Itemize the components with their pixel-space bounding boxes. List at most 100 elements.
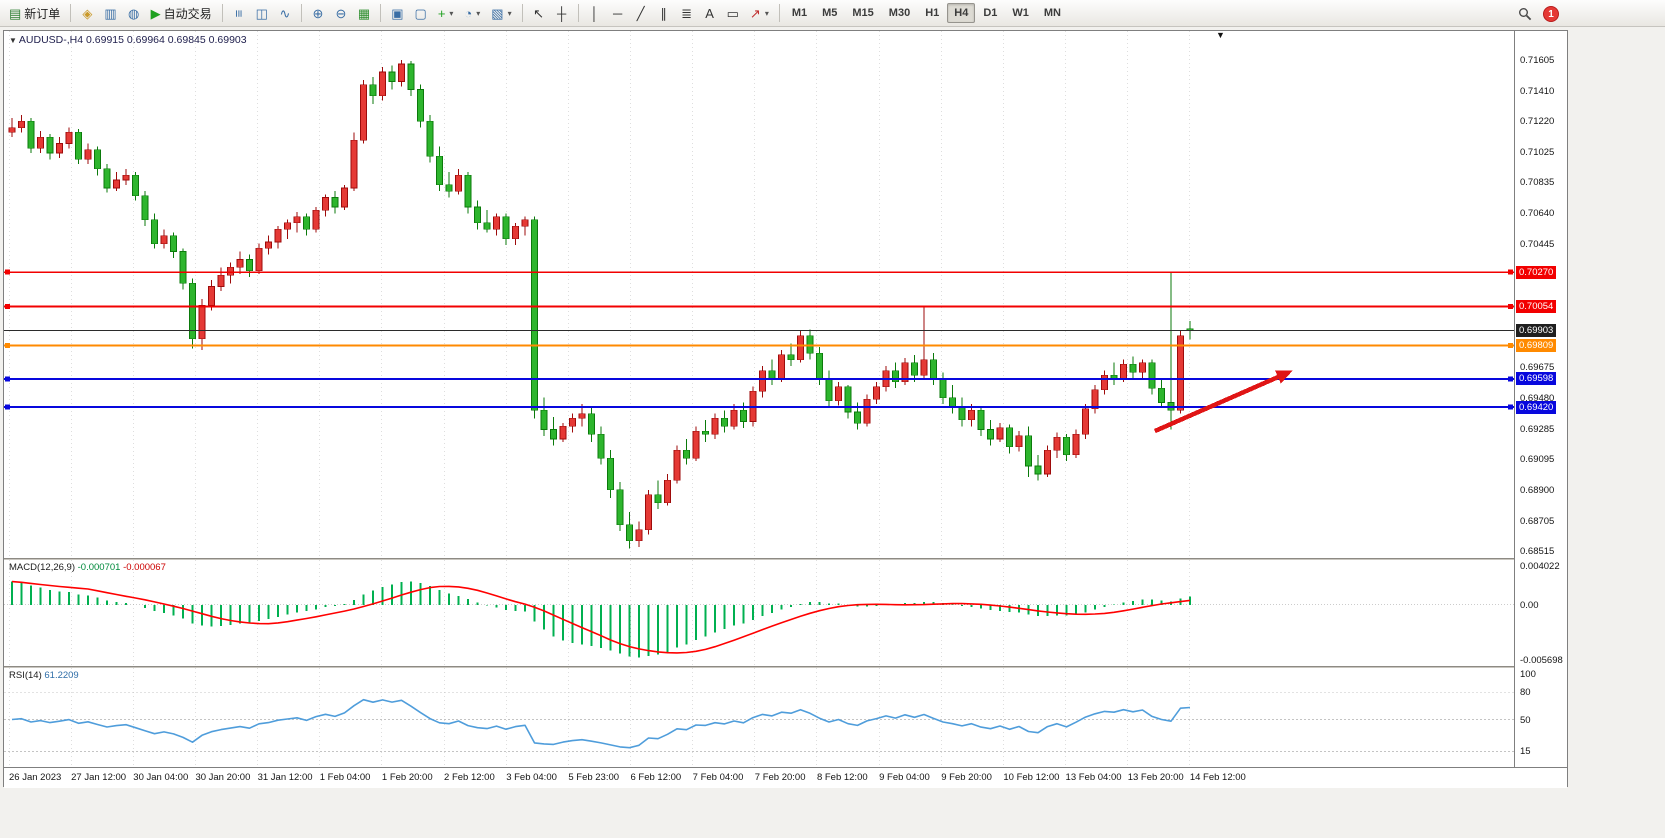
rsi-axis-label: 100: [1520, 669, 1536, 680]
rsi-indicator-label: RSI(14) 61.2209: [9, 670, 79, 681]
search-button[interactable]: [1513, 3, 1537, 25]
pivot-line[interactable]: [4, 342, 1514, 348]
rsi-pane[interactable]: [4, 668, 1514, 767]
rsi-line: [11, 698, 1191, 749]
periods-button[interactable]: ◔ ▾: [459, 2, 485, 24]
resistance-line-1[interactable]: [4, 269, 1514, 275]
zoom-in-icon: ⊕: [312, 5, 324, 21]
new-order-button[interactable]: ▤ 新订单: [4, 2, 65, 24]
text-icon: A: [705, 5, 714, 21]
cursor-icon: ↖: [533, 5, 545, 21]
candlestick-type-button[interactable]: ◫: [251, 2, 273, 24]
macd-axis-label: 0.00: [1520, 599, 1539, 611]
price-tick: 0.69095: [1520, 453, 1555, 465]
arrows-button[interactable]: ↗ ▾: [745, 2, 774, 24]
time-label: 7 Feb 20:00: [754, 772, 806, 783]
price-badge: 0.69420: [1516, 400, 1557, 414]
toolbar-right-group: 1: [1513, 3, 1559, 25]
price-tick: 0.68705: [1520, 515, 1555, 527]
time-axis[interactable]: 26 Jan 2023 27 Jan 12:00 30 Jan 04:00 30 Ja…: [4, 767, 1567, 788]
price-badge: 0.69598: [1516, 372, 1557, 386]
support-line-1[interactable]: [4, 376, 1514, 382]
chart-title-text: AUDUSD-,H4 0.69915 0.69964 0.69845 0.699…: [18, 34, 247, 46]
price-tick: 0.70640: [1520, 208, 1555, 220]
templates-button[interactable]: ▧ ▾: [486, 2, 516, 24]
zoom-in-button[interactable]: ⊕: [307, 2, 329, 24]
charts-button[interactable]: ◈: [76, 2, 98, 24]
timeframe-m5-button[interactable]: M5: [822, 7, 838, 19]
label-icon: ▭: [726, 5, 739, 21]
zoom-out-button[interactable]: ⊖: [330, 2, 352, 24]
vertical-line-button[interactable]: │: [584, 2, 606, 24]
timeframe-w1-button[interactable]: W1: [1012, 7, 1029, 19]
cursor-button[interactable]: ↖: [528, 2, 550, 24]
channel-icon: ∥: [660, 5, 667, 21]
indicators-button[interactable]: + ▾: [433, 2, 459, 24]
timeframe-m30-button[interactable]: M30: [888, 7, 911, 19]
market-watch-button[interactable]: ▥: [99, 2, 121, 24]
price-tick: 0.71025: [1520, 147, 1555, 159]
template-icon: ▧: [491, 5, 504, 21]
data-window-button[interactable]: ◍: [123, 2, 145, 24]
line-chart-type-button[interactable]: ∿: [274, 2, 296, 24]
chart-menu-arrow-icon[interactable]: ▼: [9, 36, 17, 45]
trendline-button[interactable]: ╱: [630, 2, 652, 24]
chart-shift-button[interactable]: ▢: [410, 2, 432, 24]
pane-separator[interactable]: [4, 558, 1567, 560]
trend-arrow[interactable]: [1153, 370, 1293, 434]
price-tick: 0.70835: [1520, 177, 1555, 189]
pane-separator[interactable]: [4, 666, 1567, 668]
time-label: 5 Feb 23:00: [568, 772, 620, 783]
main-price-pane[interactable]: [4, 31, 1514, 558]
macd-signal-line: [11, 580, 1191, 654]
rsi-axis-label: 15: [1520, 746, 1531, 758]
fibonacci-button[interactable]: ≣: [676, 2, 698, 24]
timeframe-d1-button[interactable]: D1: [983, 7, 998, 19]
timeframe-h4-button[interactable]: H4: [947, 3, 976, 23]
price-axis[interactable]: 0.70270 0.70054 0.69903 0.69809 0.69598 0.694…: [1514, 31, 1567, 767]
chart-shift-marker-icon[interactable]: ▼: [1216, 30, 1225, 40]
time-label: 31 Jan 12:00: [257, 772, 313, 783]
auto-scroll-button[interactable]: ▣: [386, 2, 408, 24]
price-badge: 0.69903: [1516, 323, 1557, 337]
dropdown-arrow-icon: ▾: [449, 8, 454, 18]
line-handle: [1508, 376, 1513, 382]
timeframe-m1-button[interactable]: M1: [791, 7, 808, 19]
tile-windows-button[interactable]: ▦: [353, 2, 375, 24]
time-label: 2 Feb 12:00: [444, 772, 495, 783]
price-badge: 0.69809: [1516, 338, 1557, 352]
magnifier-icon: [1519, 8, 1532, 21]
bar-chart-type-button[interactable]: ≡: [228, 2, 250, 24]
time-label: 26 Jan 2023: [9, 772, 62, 783]
toolbar-separator: [70, 4, 72, 22]
chart-title: ▼ AUDUSD-,H4 0.69915 0.69964 0.69845 0.69…: [9, 34, 247, 46]
crosshair-button[interactable]: ┼: [551, 2, 573, 24]
notification-badge[interactable]: 1: [1543, 6, 1559, 22]
grid-lines: [8, 31, 1191, 558]
price-tick: 0.71220: [1520, 116, 1555, 128]
time-label: 30 Jan 04:00: [133, 772, 189, 783]
support-line-2[interactable]: [4, 404, 1514, 410]
timeframe-m15-button[interactable]: M15: [852, 7, 874, 19]
toolbar-separator: [577, 4, 579, 22]
line-handle: [1508, 303, 1513, 309]
timeframe-h1-button[interactable]: H1: [925, 7, 940, 19]
label-button[interactable]: ▭: [722, 2, 744, 24]
price-tick: 0.69285: [1520, 423, 1555, 435]
line-handle: [1508, 404, 1513, 410]
price-tick: 0.69480: [1520, 392, 1555, 404]
line-chart-icon: ∿: [279, 5, 291, 21]
toolbar-separator: [521, 4, 523, 22]
arrow-head-icon: [1275, 370, 1293, 384]
macd-pane[interactable]: [4, 560, 1514, 666]
channel-button[interactable]: ∥: [653, 2, 675, 24]
timeframe-mn-button[interactable]: MN: [1043, 7, 1061, 19]
resistance-line-2[interactable]: [4, 303, 1514, 309]
time-label: 13 Feb 20:00: [1127, 772, 1184, 783]
horizontal-line-button[interactable]: ─: [607, 2, 629, 24]
zoom-out-icon: ⊖: [335, 5, 347, 21]
globe-icon: ◍: [127, 5, 140, 21]
text-button[interactable]: A: [699, 2, 721, 24]
time-label: 13 Feb 04:00: [1065, 772, 1122, 783]
autotrading-button[interactable]: ▶ 自动交易: [146, 2, 217, 24]
